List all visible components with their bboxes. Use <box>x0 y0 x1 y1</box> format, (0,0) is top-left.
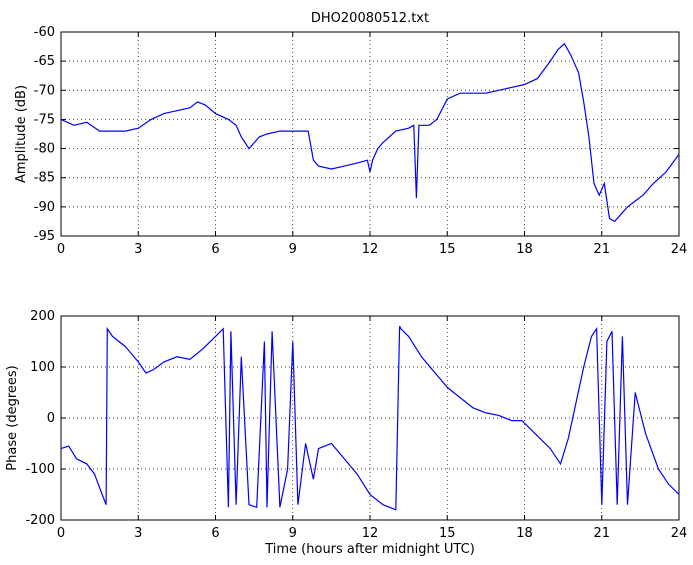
amplitude-y-tick-label: -95 <box>34 229 55 244</box>
amplitude-x-tick-label: 6 <box>211 242 219 257</box>
amplitude-x-tick-label: 9 <box>289 242 297 257</box>
phase-y-tick-label: 100 <box>30 360 55 375</box>
amplitude-y-tick-label: -70 <box>34 83 55 98</box>
phase-x-tick-label: 18 <box>516 526 533 541</box>
figure-title: DHO20080512.txt <box>311 11 429 26</box>
phase-grid <box>61 316 679 520</box>
amplitude-x-tick-label: 3 <box>134 242 142 257</box>
phase-x-tick-label: 12 <box>362 526 379 541</box>
phase-y-tick-label: -200 <box>25 513 55 528</box>
phase-x-tick-label: 3 <box>134 526 142 541</box>
amplitude-axes-box <box>60 31 680 237</box>
amplitude-x-tick-label: 21 <box>593 242 610 257</box>
phase-y-tick-label: -100 <box>25 462 55 477</box>
phase-series-line <box>60 325 680 511</box>
amplitude-y-tick-label: -85 <box>34 171 55 186</box>
amplitude-x-tick-label: 12 <box>362 242 379 257</box>
amplitude-x-tick-label: 15 <box>439 242 456 257</box>
amplitude-grid <box>61 32 679 236</box>
amplitude-x-tick-label: 24 <box>671 242 688 257</box>
phase-y-axis-label: Phase (degrees) <box>5 365 20 470</box>
phase-x-tick-label: 9 <box>289 526 297 541</box>
phase-x-tick-label: 6 <box>211 526 219 541</box>
phase-x-tick-label: 0 <box>57 526 65 541</box>
amplitude-y-tick-label: -60 <box>34 25 55 40</box>
phase-x-tick-label: 15 <box>439 526 456 541</box>
phase-plot: 0 3 6 9 12 15 18 21 24 -200 -100 0 100 200 Phase (deg… <box>5 309 687 557</box>
phase-x-axis-label: Time (hours after midnight UTC) <box>264 542 475 557</box>
amplitude-y-axis-label: Amplitude (dB) <box>14 85 29 183</box>
phase-x-tick-label: 21 <box>593 526 610 541</box>
amplitude-y-tick-label: -90 <box>34 200 55 215</box>
phase-x-tick-label: 24 <box>671 526 688 541</box>
amplitude-plot: 0 3 6 9 12 15 18 21 24 -95 -90 -85 -80 -75 -70 -65 -60 A… <box>14 25 687 257</box>
amplitude-x-tick-label: 18 <box>516 242 533 257</box>
amplitude-ticks: 0 3 6 9 12 15 18 21 24 -95 -90 -85 -80 -75 -70 -65 -60 <box>34 25 688 257</box>
phase-y-tick-label: 200 <box>30 309 55 324</box>
amplitude-y-tick-label: -75 <box>34 112 55 127</box>
amplitude-x-tick-label: 0 <box>57 242 65 257</box>
phase-y-tick-label: 0 <box>47 411 55 426</box>
phase-ticks: 0 3 6 9 12 15 18 21 24 -200 -100 0 100 200 <box>25 309 687 541</box>
amplitude-y-tick-label: -65 <box>34 54 55 69</box>
amplitude-y-tick-label: -80 <box>34 142 55 157</box>
amplitude-series-line <box>60 42 680 223</box>
